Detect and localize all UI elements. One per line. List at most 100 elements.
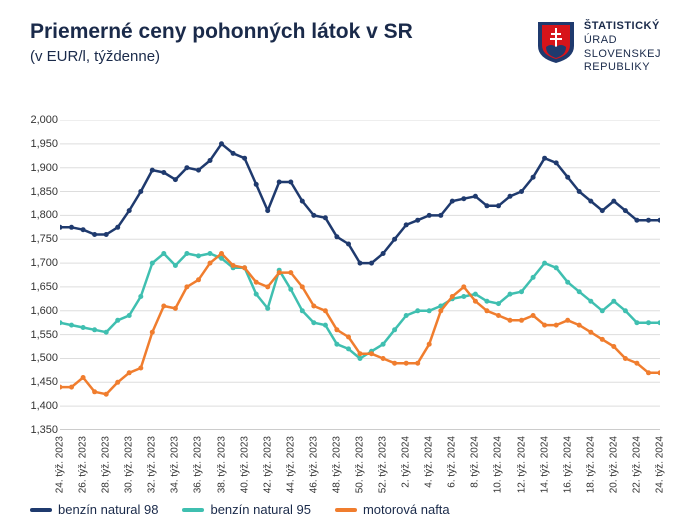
data-point	[311, 304, 316, 309]
data-point	[404, 313, 409, 318]
data-point	[323, 323, 328, 328]
data-point	[473, 194, 478, 199]
data-point	[611, 344, 616, 349]
data-point	[577, 189, 582, 194]
x-tick-label: 20. týž. 2024	[608, 436, 619, 493]
legend-swatch	[182, 508, 204, 512]
title-block: Priemerné ceny pohonných látok v SR (v E…	[30, 20, 536, 65]
y-tick-label: 1,850	[30, 186, 58, 198]
x-tick-label: 12. týž. 2024	[516, 436, 527, 493]
data-point	[404, 361, 409, 366]
x-tick-label: 26. týž. 2023	[78, 436, 89, 493]
legend-label: benzín natural 98	[58, 502, 158, 517]
data-point	[184, 251, 189, 256]
data-point	[542, 323, 547, 328]
data-point	[392, 327, 397, 332]
data-point	[288, 180, 293, 185]
y-tick-label: 1,400	[30, 400, 58, 412]
data-point	[150, 330, 155, 335]
data-point	[69, 225, 74, 230]
data-point	[623, 356, 628, 361]
x-tick-label: 18. týž. 2024	[585, 436, 596, 493]
data-point	[438, 308, 443, 313]
data-point	[415, 308, 420, 313]
data-point	[600, 208, 605, 213]
data-point	[508, 194, 513, 199]
data-point	[60, 385, 63, 390]
data-point	[346, 242, 351, 247]
data-point	[277, 180, 282, 185]
data-point	[92, 232, 97, 237]
data-point	[334, 327, 339, 332]
data-point	[346, 335, 351, 340]
data-point	[60, 225, 63, 230]
x-tick-label: 22. týž. 2024	[631, 436, 642, 493]
data-point	[658, 218, 661, 223]
data-point	[161, 304, 166, 309]
data-point	[496, 203, 501, 208]
data-point	[311, 320, 316, 325]
x-tick-label: 50. týž. 2023	[355, 436, 366, 493]
data-point	[161, 251, 166, 256]
data-point	[196, 253, 201, 258]
data-point	[531, 313, 536, 318]
x-tick-label: 38. týž. 2023	[216, 436, 227, 493]
data-point	[554, 323, 559, 328]
data-point	[392, 237, 397, 242]
org-name-line: SLOVENSKEJ	[584, 48, 661, 62]
data-point	[634, 320, 639, 325]
data-point	[461, 284, 466, 289]
data-point	[554, 265, 559, 270]
data-point	[173, 263, 178, 268]
data-point	[658, 320, 661, 325]
data-point	[577, 323, 582, 328]
data-point	[611, 199, 616, 204]
y-tick-label: 1,350	[30, 424, 58, 436]
x-tick-label: 32. týž. 2023	[147, 436, 158, 493]
data-point	[115, 225, 120, 230]
data-point	[219, 141, 224, 146]
data-point	[254, 292, 259, 297]
data-point	[496, 301, 501, 306]
legend-swatch	[335, 508, 357, 512]
x-tick-label: 24. týž. 2023	[55, 436, 66, 493]
data-point	[381, 342, 386, 347]
data-point	[208, 261, 213, 266]
data-point	[138, 366, 143, 371]
data-point	[600, 337, 605, 342]
data-point	[404, 222, 409, 227]
data-point	[611, 299, 616, 304]
data-point	[600, 308, 605, 313]
data-point	[427, 308, 432, 313]
header: Priemerné ceny pohonných látok v SR (v E…	[30, 20, 661, 75]
data-point	[311, 213, 316, 218]
data-point	[508, 292, 513, 297]
coat-of-arms-icon	[536, 20, 576, 64]
y-tick-label: 1,450	[30, 376, 58, 388]
x-tick-label: 48. týž. 2023	[331, 436, 342, 493]
data-point	[277, 270, 282, 275]
data-point	[450, 294, 455, 299]
data-point	[646, 320, 651, 325]
data-point	[92, 389, 97, 394]
data-point	[127, 370, 132, 375]
data-point	[369, 351, 374, 356]
chart-container: Priemerné ceny pohonných látok v SR (v E…	[0, 0, 691, 525]
data-point	[127, 208, 132, 213]
org-name-line: ÚRAD	[584, 34, 661, 48]
data-point	[81, 325, 86, 330]
data-point	[150, 168, 155, 173]
data-point	[334, 234, 339, 239]
data-point	[288, 270, 293, 275]
data-point	[184, 165, 189, 170]
x-tick-label: 46. týž. 2023	[308, 436, 319, 493]
data-point	[381, 251, 386, 256]
data-point	[484, 308, 489, 313]
data-point	[60, 320, 63, 325]
data-point	[565, 175, 570, 180]
data-point	[81, 375, 86, 380]
data-point	[92, 327, 97, 332]
x-tick-label: 4. týž. 2024	[424, 436, 435, 488]
data-point	[519, 289, 524, 294]
x-tick-label: 8. týž. 2024	[470, 436, 481, 488]
